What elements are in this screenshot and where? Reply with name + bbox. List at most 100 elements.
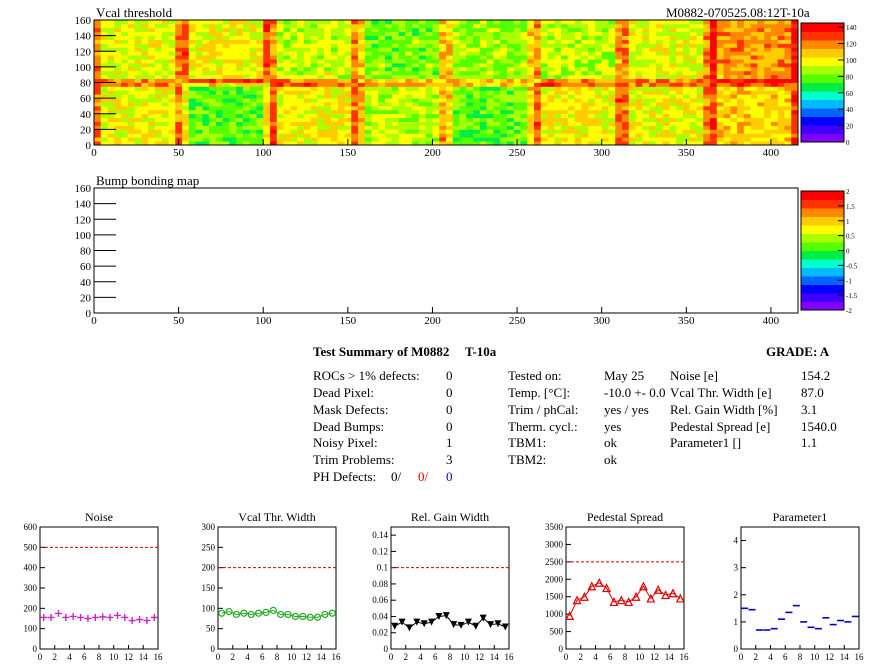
map-pixel bbox=[222, 90, 230, 95]
map-pixel bbox=[161, 86, 169, 91]
map-pixel bbox=[378, 66, 386, 72]
map-pixel bbox=[594, 66, 603, 72]
map-pixel bbox=[676, 78, 684, 83]
map-pixel bbox=[757, 98, 765, 103]
map-pixel bbox=[622, 117, 630, 122]
map-pixel bbox=[737, 39, 745, 44]
map-pixel bbox=[324, 55, 332, 60]
map-pixel bbox=[459, 94, 467, 99]
map-pixel bbox=[513, 66, 521, 72]
map-pixel bbox=[249, 129, 257, 134]
map-pixel bbox=[662, 51, 670, 56]
map-pixel bbox=[425, 51, 433, 56]
map-pixel bbox=[723, 31, 731, 37]
map-pixel bbox=[649, 141, 657, 146]
map-pixel bbox=[513, 70, 521, 76]
map-pixel bbox=[175, 55, 183, 60]
map-pixel bbox=[561, 62, 569, 68]
x-tick-label: 100 bbox=[255, 315, 272, 327]
map-pixel bbox=[662, 27, 670, 33]
map-pixel bbox=[615, 35, 623, 40]
map-pixel bbox=[188, 39, 196, 44]
map-pixel bbox=[418, 82, 427, 87]
map-pixel bbox=[770, 20, 779, 25]
color-scale-cell bbox=[801, 23, 844, 32]
map-pixel bbox=[290, 137, 298, 142]
map-pixel bbox=[351, 133, 359, 138]
map-pixel bbox=[689, 55, 697, 60]
map-pixel bbox=[662, 121, 670, 126]
map-pixel bbox=[391, 98, 400, 103]
map-pixel bbox=[100, 86, 108, 91]
map-pixel bbox=[310, 102, 318, 107]
map-pixel bbox=[682, 117, 691, 122]
map-pixel bbox=[737, 117, 745, 122]
map-pixel bbox=[276, 35, 284, 40]
map-pixel bbox=[100, 129, 108, 134]
map-pixel bbox=[114, 27, 122, 33]
map-pixel bbox=[446, 27, 454, 33]
map-pixel bbox=[750, 94, 758, 99]
map-pixel bbox=[154, 59, 163, 64]
map-pixel bbox=[567, 86, 576, 91]
map-pixel bbox=[270, 121, 278, 126]
map-pixel bbox=[161, 117, 169, 122]
module-id-label: M0882-070525.08:12T-10a bbox=[666, 5, 810, 20]
map-pixel bbox=[446, 59, 454, 64]
map-pixel bbox=[398, 51, 406, 56]
map-pixel bbox=[405, 113, 413, 119]
map-pixel bbox=[215, 23, 224, 29]
map-pixel bbox=[642, 94, 650, 99]
y-tick-label: 200 bbox=[24, 603, 38, 613]
map-pixel bbox=[188, 86, 196, 91]
map-pixel bbox=[242, 23, 251, 29]
map-pixel bbox=[94, 20, 102, 25]
map-pixel bbox=[127, 105, 136, 111]
map-pixel bbox=[635, 20, 643, 25]
map-pixel bbox=[486, 47, 494, 52]
map-pixel bbox=[710, 129, 718, 134]
map-pixel bbox=[737, 113, 745, 119]
map-pixel bbox=[114, 113, 122, 119]
map-pixel bbox=[385, 74, 393, 79]
data-point bbox=[442, 612, 450, 620]
map-pixel bbox=[418, 137, 427, 142]
map-pixel bbox=[432, 43, 440, 48]
map-pixel bbox=[574, 55, 582, 60]
map-pixel bbox=[601, 51, 609, 56]
map-pixel bbox=[710, 105, 718, 111]
map-pixel bbox=[791, 94, 799, 99]
map-pixel bbox=[168, 125, 176, 130]
map-pixel bbox=[459, 133, 467, 138]
map-pixel bbox=[242, 98, 251, 103]
map-pixel bbox=[364, 90, 372, 95]
map-pixel bbox=[222, 121, 230, 126]
map-pixel bbox=[344, 47, 352, 52]
map-pixel bbox=[182, 94, 190, 99]
map-pixel bbox=[446, 137, 454, 142]
map-pixel bbox=[791, 31, 799, 37]
map-pixel bbox=[202, 117, 210, 122]
map-pixel bbox=[364, 55, 372, 60]
map-pixel bbox=[669, 141, 677, 146]
map-pixel bbox=[141, 125, 149, 130]
map-pixel bbox=[236, 117, 244, 122]
map-pixel bbox=[297, 78, 305, 83]
map-pixel bbox=[608, 105, 616, 111]
map-pixel bbox=[561, 133, 569, 138]
condition-label: Trim / phCal: bbox=[508, 402, 579, 417]
map-pixel bbox=[716, 129, 724, 134]
map-pixel bbox=[405, 125, 413, 130]
map-pixel bbox=[642, 20, 650, 25]
map-pixel bbox=[337, 43, 345, 48]
map-pixel bbox=[622, 59, 630, 64]
map-pixel bbox=[669, 86, 677, 91]
map-pixel bbox=[567, 133, 576, 138]
map-pixel bbox=[371, 125, 379, 130]
map-pixel bbox=[682, 51, 691, 56]
map-pixel bbox=[791, 39, 799, 44]
map-pixel bbox=[107, 31, 115, 37]
map-pixel bbox=[649, 20, 657, 25]
map-pixel bbox=[649, 86, 657, 91]
map-pixel bbox=[127, 74, 136, 79]
